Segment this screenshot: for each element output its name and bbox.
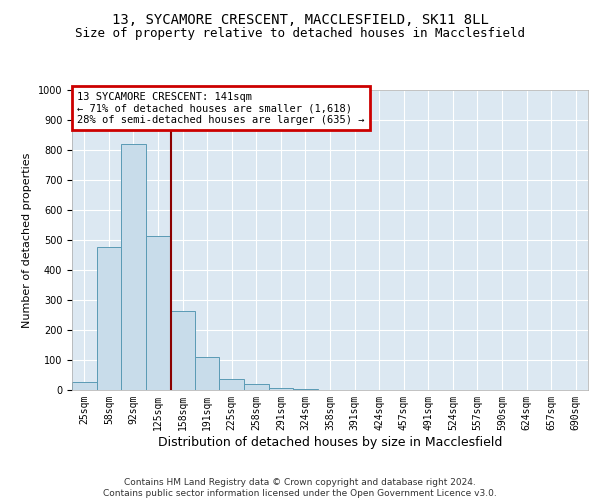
Bar xyxy=(146,236,170,390)
Bar xyxy=(170,310,195,390)
Text: Size of property relative to detached houses in Macclesfield: Size of property relative to detached ho… xyxy=(75,28,525,40)
Y-axis label: Number of detached properties: Number of detached properties xyxy=(22,152,32,328)
Bar xyxy=(244,384,269,390)
Bar xyxy=(195,357,220,390)
Bar xyxy=(220,379,244,390)
Bar xyxy=(97,246,121,390)
Bar xyxy=(269,388,293,390)
Bar xyxy=(121,144,146,390)
Text: Contains HM Land Registry data © Crown copyright and database right 2024.
Contai: Contains HM Land Registry data © Crown c… xyxy=(103,478,497,498)
Text: 13, SYCAMORE CRESCENT, MACCLESFIELD, SK11 8LL: 13, SYCAMORE CRESCENT, MACCLESFIELD, SK1… xyxy=(112,12,488,26)
Text: 13 SYCAMORE CRESCENT: 141sqm
← 71% of detached houses are smaller (1,618)
28% of: 13 SYCAMORE CRESCENT: 141sqm ← 71% of de… xyxy=(77,92,365,124)
Bar xyxy=(293,389,318,390)
Bar xyxy=(72,382,97,390)
X-axis label: Distribution of detached houses by size in Macclesfield: Distribution of detached houses by size … xyxy=(158,436,502,448)
